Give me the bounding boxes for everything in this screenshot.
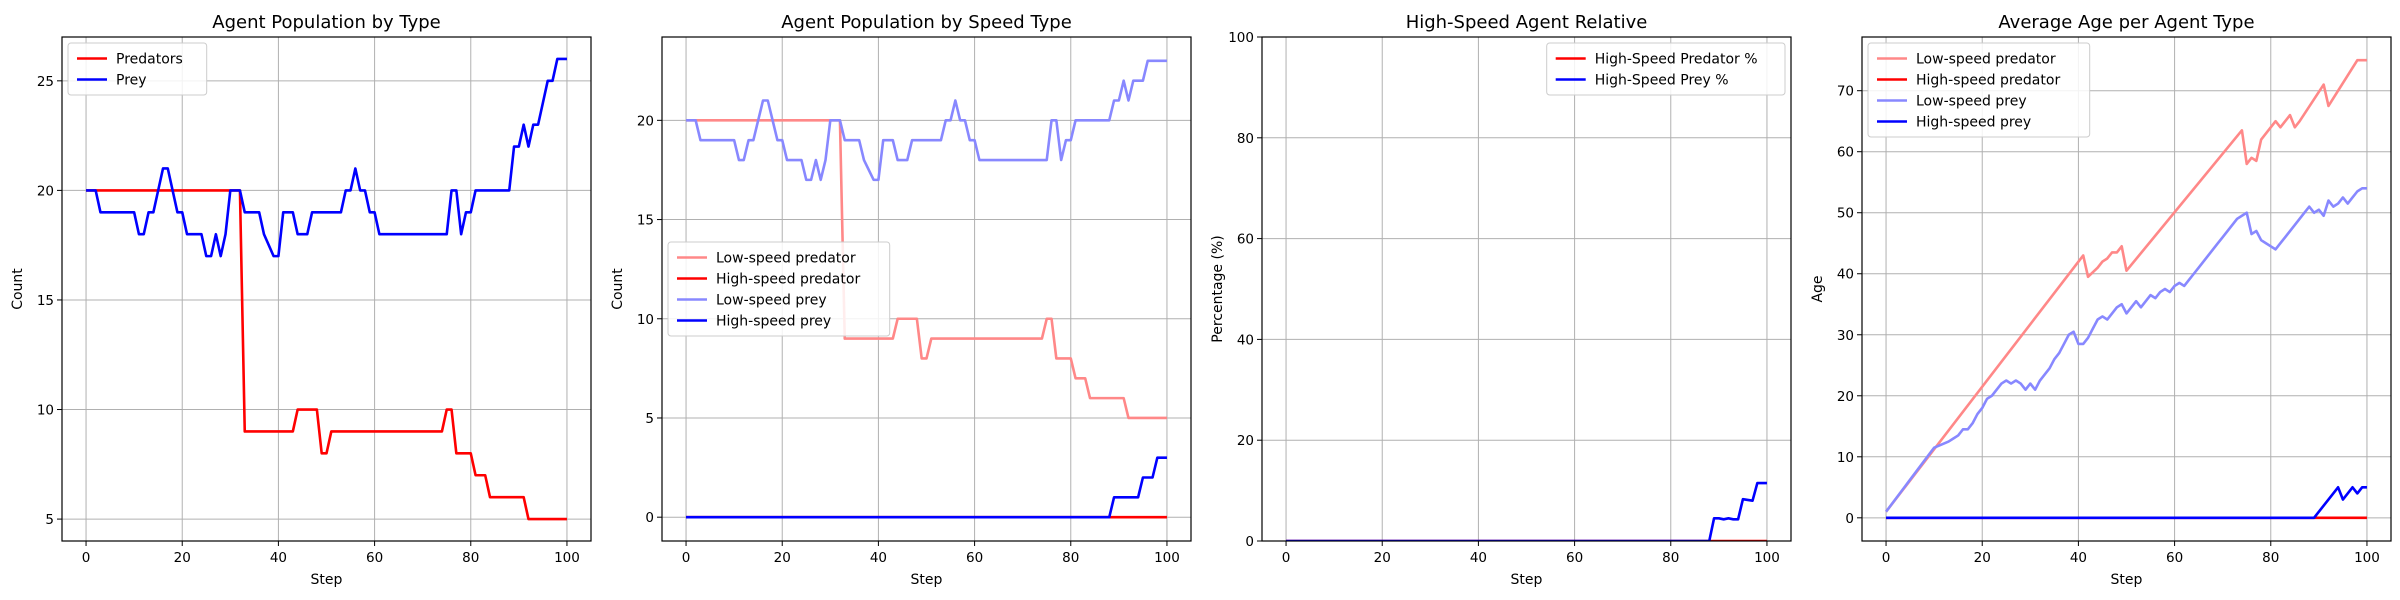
y-tick-label: 0 — [1245, 534, 1254, 550]
x-axis-label: Step — [2111, 572, 2143, 588]
legend-label: High-Speed Predator % — [1595, 52, 1758, 68]
x-tick-label: 100 — [2354, 550, 2380, 566]
y-axis-label: Count — [10, 268, 26, 310]
x-tick-label: 20 — [1974, 550, 1991, 566]
y-tick-label: 10 — [637, 312, 654, 328]
plot-frame — [1261, 36, 1792, 542]
x-tick-label: 60 — [966, 550, 983, 566]
legend-label: High-speed predator — [1916, 73, 2060, 89]
y-tick-label: 20 — [1837, 389, 1854, 405]
plot-frame — [61, 36, 592, 542]
x-axis-label: Step — [311, 572, 343, 588]
x-tick-label: 40 — [270, 550, 287, 566]
y-tick-label: 0 — [1845, 511, 1854, 527]
x-tick-label: 40 — [2070, 550, 2087, 566]
legend-box — [667, 241, 891, 337]
x-tick-label: 80 — [2262, 550, 2279, 566]
legend-label: Low-speed predator — [1916, 52, 2056, 68]
y-tick-label: 20 — [1237, 433, 1254, 449]
legend: Low-speed predator High-speed predator Low… — [1867, 42, 2091, 138]
y-tick-label: 5 — [45, 512, 54, 528]
x-tick-label: 60 — [1566, 550, 1583, 566]
chart-title: High-Speed Agent Relative — [1406, 12, 1648, 33]
y-tick-label: 15 — [637, 213, 654, 229]
legend-label: High-speed predator — [716, 272, 860, 288]
y-tick-label: 30 — [1837, 328, 1854, 344]
legend: Low-speed predator High-speed predator Low… — [667, 241, 891, 337]
y-tick-label: 20 — [37, 183, 54, 199]
chart-panel-2: 0 20 40 60 80 100 0 5 10 15 20 Agent Population by … — [610, 12, 1192, 588]
y-tick-label: 50 — [1837, 206, 1854, 222]
chart-title: Agent Population by Speed Type — [781, 12, 1072, 33]
y-tick-label: 100 — [1228, 30, 1254, 46]
x-tick-label: 100 — [1154, 550, 1180, 566]
x-tick-label: 60 — [366, 550, 383, 566]
legend-box — [1546, 42, 1786, 96]
legend-label: Prey — [116, 73, 147, 89]
y-tick-label: 60 — [1237, 232, 1254, 248]
chart-title: Agent Population by Type — [212, 12, 440, 33]
legend-label: Predators — [116, 52, 183, 68]
y-axis-label: Count — [610, 268, 626, 310]
legend-label: High-speed prey — [1916, 115, 2031, 131]
x-tick-label: 0 — [1282, 550, 1291, 566]
x-tick-label: 80 — [462, 550, 479, 566]
series-line-1 — [1885, 58, 2367, 513]
y-tick-label: 80 — [1237, 131, 1254, 147]
y-tick-label: 40 — [1237, 332, 1254, 348]
y-tick-label: 20 — [637, 113, 654, 129]
legend-label: High-speed prey — [716, 314, 831, 330]
plot-frame — [661, 36, 1192, 542]
x-tick-label: 0 — [1882, 550, 1891, 566]
x-tick-label: 0 — [682, 550, 691, 566]
y-tick-label: 15 — [37, 293, 54, 309]
legend-box — [67, 42, 208, 96]
series-line-4 — [1886, 486, 2367, 520]
chart-title: Average Age per Agent Type — [1998, 12, 2254, 33]
y-tick-label: 40 — [1837, 267, 1854, 283]
x-axis-label: Step — [911, 572, 943, 588]
x-tick-label: 0 — [82, 550, 91, 566]
legend-label: Low-speed prey — [716, 293, 827, 309]
legend-label: High-Speed Prey % — [1595, 73, 1729, 89]
chart-panel-4: 0 20 40 60 80 100 0 10 20 30 40 50 60 70 Average Age p… — [1810, 12, 2392, 588]
x-axis-label: Step — [1511, 572, 1543, 588]
series-line-1 — [686, 119, 1167, 420]
chart-panel-3: 0 20 40 60 80 100 0 20 40 60 80 100 High-Speed Agent… — [1210, 12, 1792, 588]
series-line-3 — [1885, 187, 2367, 513]
x-tick-label: 80 — [1662, 550, 1679, 566]
x-tick-label: 20 — [774, 550, 791, 566]
series-line-3 — [686, 59, 1167, 182]
legend-label: Low-speed prey — [1916, 94, 2027, 110]
y-tick-label: 10 — [37, 403, 54, 419]
legend-box — [1867, 42, 2091, 138]
x-tick-label: 100 — [554, 550, 580, 566]
x-tick-label: 60 — [2166, 550, 2183, 566]
x-tick-label: 20 — [174, 550, 191, 566]
series-line-2 — [1286, 481, 1767, 541]
y-tick-label: 10 — [1837, 450, 1854, 466]
y-tick-label: 0 — [645, 510, 654, 526]
legend-label: Low-speed predator — [716, 251, 856, 267]
series-line-1 — [86, 189, 567, 521]
plot-frame — [1861, 36, 2392, 542]
y-tick-label: 5 — [645, 411, 654, 427]
x-tick-label: 80 — [1062, 550, 1079, 566]
y-tick-label: 70 — [1837, 84, 1854, 100]
x-tick-label: 100 — [1754, 550, 1780, 566]
legend: Predators Prey — [67, 42, 208, 96]
x-tick-label: 20 — [1374, 550, 1391, 566]
y-tick-label: 25 — [37, 74, 54, 90]
y-axis-label: Percentage (%) — [1210, 235, 1226, 342]
x-tick-label: 40 — [1470, 550, 1487, 566]
y-axis-label: Age — [1810, 275, 1826, 302]
y-tick-label: 60 — [1837, 145, 1854, 161]
series-line-4 — [686, 456, 1167, 519]
legend: High-Speed Predator % High-Speed Prey % — [1546, 42, 1786, 96]
chart-panel-1: 0 20 40 60 80 100 5 10 15 20 25 Agent Population by… — [10, 12, 592, 588]
x-tick-label: 40 — [870, 550, 887, 566]
series-line-2 — [86, 57, 567, 258]
